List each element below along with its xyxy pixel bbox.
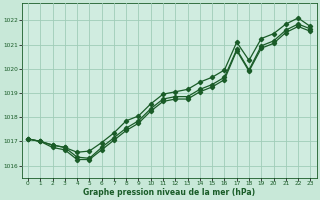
X-axis label: Graphe pression niveau de la mer (hPa): Graphe pression niveau de la mer (hPa) (83, 188, 255, 197)
